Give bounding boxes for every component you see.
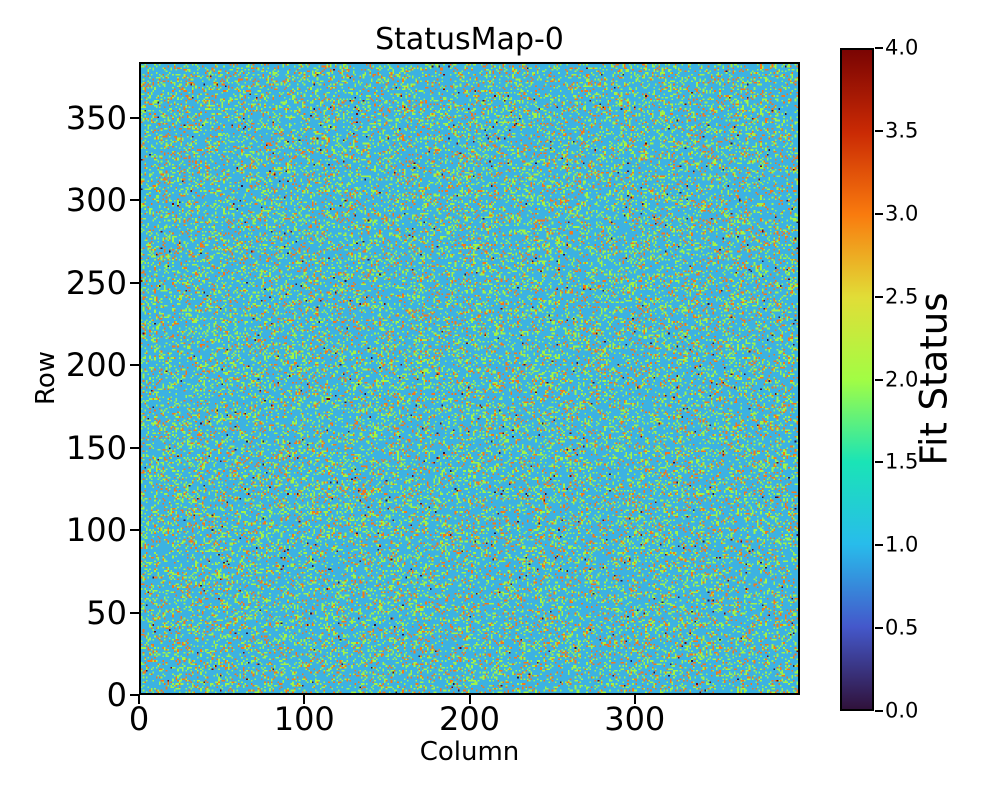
colorbar-label: Fit Status — [912, 292, 956, 466]
y-tick-label: 150 — [65, 428, 127, 467]
y-tick-label: 50 — [86, 593, 127, 632]
x-tick-mark — [303, 695, 306, 704]
colorbar-tick-label: 2.5 — [885, 284, 919, 309]
x-tick-label: 200 — [438, 700, 501, 738]
y-tick-label: 250 — [65, 263, 127, 302]
plot-area — [139, 62, 800, 695]
colorbar-tick-label: 3.0 — [885, 201, 919, 226]
y-tick-mark — [130, 611, 139, 614]
y-tick-mark — [130, 364, 139, 367]
colorbar-tick-mark — [875, 461, 883, 464]
colorbar — [840, 48, 874, 711]
colorbar-tick-mark — [875, 378, 883, 381]
y-tick-label: 0 — [106, 676, 127, 714]
y-tick-mark — [130, 281, 139, 284]
colorbar-tick-mark — [875, 47, 883, 49]
x-tick-mark — [138, 695, 140, 704]
x-tick-mark — [468, 695, 471, 704]
y-tick-label: 200 — [65, 346, 127, 385]
colorbar-tick-mark — [875, 129, 883, 132]
colorbar-tick-label: 1.0 — [885, 532, 919, 557]
colorbar-tick-mark — [875, 212, 883, 215]
x-tick-label: 300 — [604, 700, 666, 738]
y-tick-label: 100 — [65, 511, 127, 550]
x-tick-label: 0 — [128, 700, 150, 738]
y-axis-label: Row — [31, 350, 61, 406]
y-tick-mark — [130, 446, 139, 449]
colorbar-tick-mark — [875, 710, 883, 712]
y-tick-mark — [130, 199, 139, 202]
x-axis-label: Column — [419, 737, 520, 767]
y-tick-label: 300 — [65, 181, 127, 220]
colorbar-tick-mark — [875, 544, 883, 547]
colorbar-tick-label: 4.0 — [885, 35, 919, 60]
colorbar-tick-label: 0.5 — [885, 615, 919, 640]
y-tick-mark — [130, 117, 139, 120]
colorbar-tick-label: 2.0 — [885, 367, 919, 391]
colorbar-tick-mark — [875, 295, 883, 298]
x-tick-mark — [633, 695, 636, 704]
y-tick-mark — [130, 529, 139, 532]
colorbar-tick-mark — [875, 627, 883, 630]
colorbar-tick-label: 1.5 — [885, 449, 919, 474]
x-tick-label: 100 — [273, 700, 335, 738]
heatmap-canvas — [141, 64, 798, 693]
colorbar-tick-label: 3.5 — [885, 118, 919, 143]
y-tick-label: 350 — [65, 99, 127, 138]
y-tick-mark — [130, 694, 139, 696]
chart-title: StatusMap-0 — [375, 22, 564, 57]
colorbar-tick-label: 0.0 — [885, 698, 919, 723]
